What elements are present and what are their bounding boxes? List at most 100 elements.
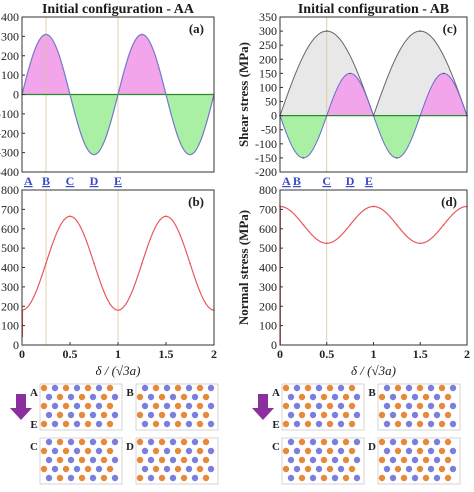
atom-orange (378, 438, 386, 446)
panel-c-ytick-label: 50 (265, 95, 277, 109)
atom-blue (293, 447, 301, 455)
atom-orange (438, 465, 446, 473)
panel-d-ytick-label: 200 (259, 299, 277, 313)
atom-orange (84, 402, 92, 410)
atom-orange (78, 393, 86, 401)
atom-blue (293, 465, 301, 473)
atom-blue (185, 402, 193, 410)
panel-a-point-label-c: C (66, 174, 75, 188)
panel-d-ytick-label: 0 (271, 338, 277, 352)
panel-b-xtick-label: 1 (115, 347, 121, 361)
atom-orange (422, 393, 430, 401)
atom-blue (383, 420, 391, 428)
atom-orange (438, 402, 446, 410)
panel-d-data-point (325, 242, 328, 245)
atom-orange (180, 393, 188, 401)
atom-orange (180, 456, 188, 464)
atom-blue (389, 456, 397, 464)
atom-blue (331, 474, 339, 482)
atom-blue (411, 456, 419, 464)
atom-blue (67, 393, 75, 401)
atom-orange (304, 420, 312, 428)
atom-blue (293, 402, 301, 410)
atom-blue (411, 393, 419, 401)
atom-blue (309, 411, 317, 419)
atom-orange (444, 456, 452, 464)
atom-orange (416, 465, 424, 473)
lattice-image (39, 383, 123, 431)
atom-orange (78, 438, 86, 446)
panel-d-panel-label: (d) (441, 194, 457, 209)
atom-blue (315, 447, 323, 455)
atom-orange (106, 384, 114, 392)
panel-a-data-point (117, 93, 119, 96)
panel-b-ytick-label: 600 (1, 222, 19, 236)
atom-blue (449, 447, 457, 455)
atom-blue (389, 474, 397, 482)
panel-a-positive-area (22, 34, 214, 95)
atom-orange (158, 474, 166, 482)
atom-blue (353, 474, 361, 482)
panel-c-ytick-label: 200 (259, 52, 277, 66)
panel-a-data-point (93, 153, 95, 156)
atom-orange (40, 420, 48, 428)
panel-c-ytick-label: 350 (259, 10, 277, 24)
atom-blue (73, 465, 81, 473)
atom-orange (202, 456, 210, 464)
panel-c-series-2-point (396, 157, 398, 159)
atom-blue (389, 393, 397, 401)
panel-b-ytick-label: 100 (1, 319, 19, 333)
panel-b-data-point (93, 262, 95, 265)
atom-blue (191, 411, 199, 419)
panel-c-panel-label: (c) (443, 21, 457, 36)
atom-blue (95, 384, 103, 392)
atom-orange (152, 402, 160, 410)
panel-a-ytick-label: 400 (1, 10, 19, 24)
atom-orange (152, 447, 160, 455)
atom-orange (422, 474, 430, 482)
atom-blue (287, 411, 295, 419)
atom-blue (141, 402, 149, 410)
panel-a-title: Initial configuration - AA (42, 2, 195, 17)
atom-blue (163, 465, 171, 473)
snapshot-label-a: A (30, 387, 38, 399)
panel-b-ytick-label: 300 (1, 280, 19, 294)
atom-blue (45, 438, 53, 446)
panel-c-series-1-point (419, 30, 422, 32)
atom-blue (293, 384, 301, 392)
atom-orange (84, 420, 92, 428)
atom-blue (45, 393, 53, 401)
atom-blue (147, 456, 155, 464)
panel-c-ytick-label: -50 (261, 123, 277, 137)
panel-b-data-point (189, 262, 191, 265)
atom-orange (298, 411, 306, 419)
atom-orange (326, 420, 334, 428)
atom-orange (62, 402, 70, 410)
atom-orange (348, 465, 356, 473)
panel-d-data-point (302, 224, 305, 226)
atom-blue (337, 420, 345, 428)
atom-blue (411, 411, 419, 419)
atom-blue (95, 447, 103, 455)
atom-blue (89, 393, 97, 401)
panel-c-point-label-e: E (365, 174, 373, 188)
atom-blue (67, 474, 75, 482)
atom-blue (337, 465, 345, 473)
panel-c-series-2-point (325, 114, 328, 117)
atom-blue (185, 420, 193, 428)
atom-blue (433, 438, 441, 446)
atom-blue (405, 402, 413, 410)
panel-d-ytick-label: 300 (259, 280, 277, 294)
atom-blue (163, 402, 171, 410)
atom-orange (100, 411, 108, 419)
atom-orange (422, 456, 430, 464)
atom-blue (383, 402, 391, 410)
atom-orange (40, 384, 48, 392)
panel-c-ytick-label: -200 (255, 165, 277, 179)
atom-orange (320, 393, 328, 401)
atom-orange (438, 384, 446, 392)
atom-orange (326, 384, 334, 392)
atom-orange (180, 438, 188, 446)
